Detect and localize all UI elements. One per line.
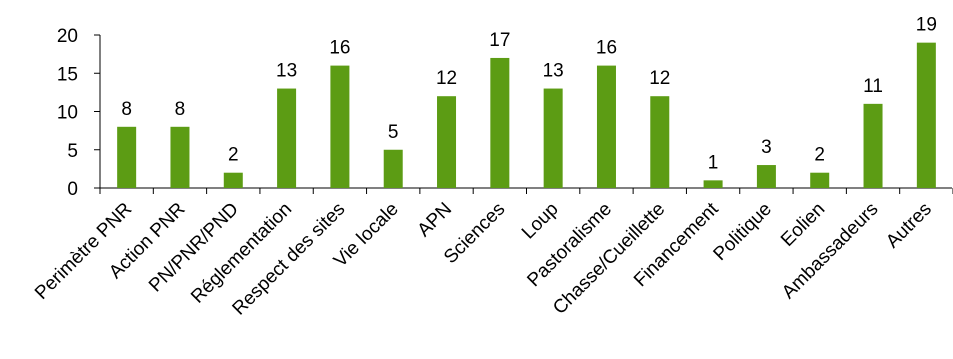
x-tick-label: APN xyxy=(414,199,456,241)
x-tick-label: Eolien xyxy=(777,199,829,251)
y-tick-label: 10 xyxy=(57,103,78,124)
x-tick-label: Autres xyxy=(882,199,936,253)
bar xyxy=(223,172,243,188)
x-tick-label: Perimètre PNR xyxy=(31,199,136,304)
y-tick-label: 5 xyxy=(67,141,78,162)
data-label: 12 xyxy=(649,68,670,89)
y-tick-label: 15 xyxy=(57,64,78,85)
data-label: 8 xyxy=(175,99,186,120)
bar xyxy=(170,126,190,188)
bar xyxy=(543,88,563,188)
bar xyxy=(383,149,403,188)
data-label: 17 xyxy=(489,30,510,51)
x-tick-label: Politique xyxy=(710,199,776,265)
bar xyxy=(810,172,830,188)
data-label: 2 xyxy=(814,145,825,166)
bars xyxy=(117,42,936,189)
data-label: 8 xyxy=(121,99,132,120)
bar xyxy=(863,103,883,188)
bar xyxy=(117,126,137,188)
data-label: 5 xyxy=(388,122,399,143)
data-label: 12 xyxy=(436,68,457,89)
bar xyxy=(277,88,297,188)
bar xyxy=(756,165,776,188)
data-label: 13 xyxy=(276,61,297,82)
data-label: 3 xyxy=(761,137,772,158)
data-label: 13 xyxy=(543,61,564,82)
bar xyxy=(703,180,723,188)
data-label: 1 xyxy=(708,152,719,173)
y-tick-label: 20 xyxy=(57,26,78,47)
bar xyxy=(437,96,457,188)
bar xyxy=(596,65,616,188)
data-label: 11 xyxy=(863,76,883,97)
data-label: 19 xyxy=(916,15,937,36)
bar xyxy=(490,57,510,189)
bar xyxy=(916,42,936,189)
y-axis-ticks: 0 5 10 15 20 xyxy=(57,26,100,200)
data-label: 16 xyxy=(329,38,350,59)
y-tick-label: 0 xyxy=(67,179,78,200)
bar xyxy=(330,65,350,188)
x-tick-label: Ambassadeurs xyxy=(778,199,882,303)
data-label: 16 xyxy=(596,38,617,59)
x-tick-label: Loup xyxy=(518,199,563,244)
bar xyxy=(650,96,670,188)
data-label: 2 xyxy=(228,145,239,166)
